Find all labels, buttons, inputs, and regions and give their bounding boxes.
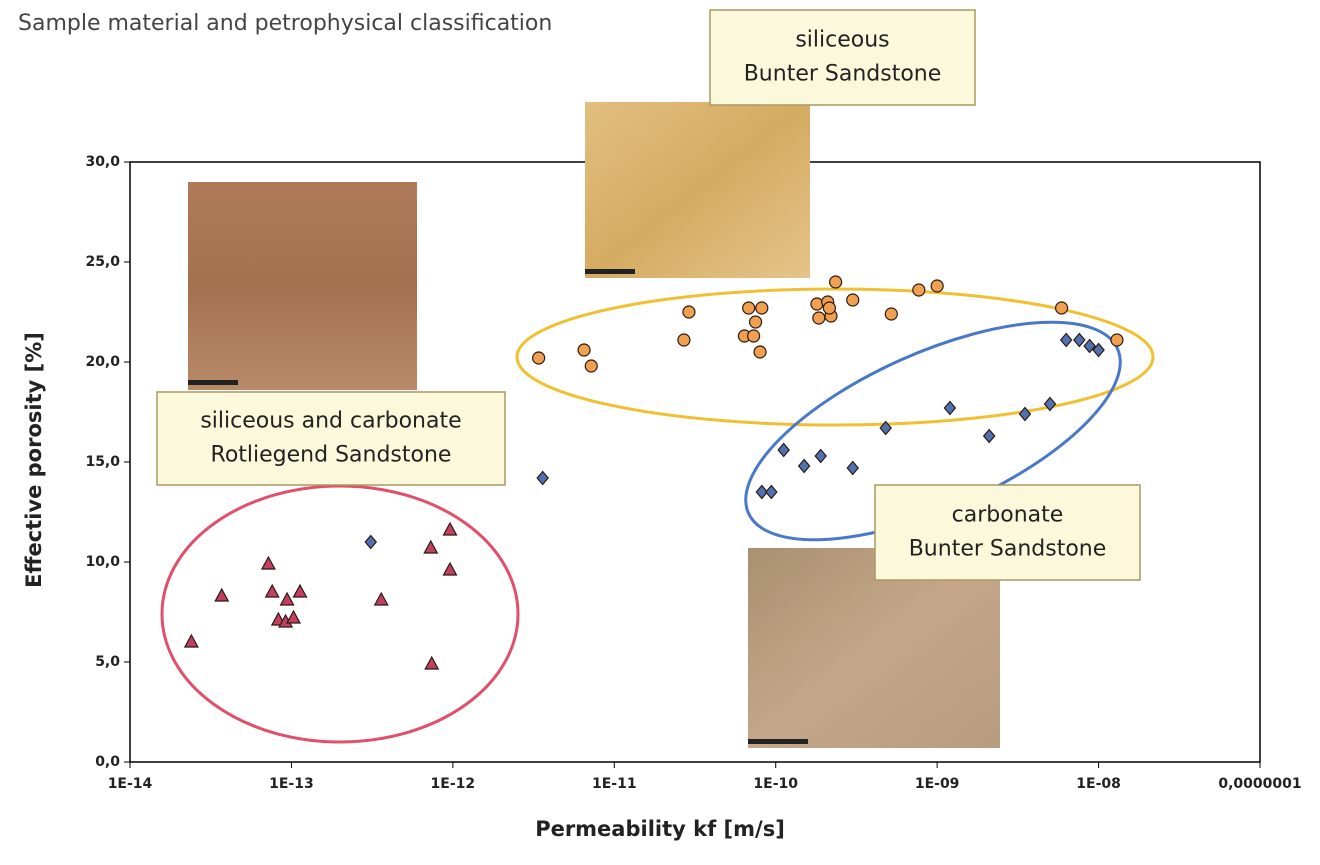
data-point [1043,396,1057,412]
data-point [279,591,295,606]
x-tick-label: 0,0000001 [1218,776,1301,792]
y-tick-label: 5,0 [95,654,120,670]
x-tick-label: 1E-09 [915,776,960,792]
x-tick-label: 1E-13 [269,776,314,792]
y-tick-label: 20,0 [85,354,120,370]
data-point [879,420,892,436]
data-point [264,583,280,598]
x-tick-label: 1E-08 [1076,776,1121,792]
y-tick-label: 30,0 [85,154,120,170]
data-point [442,561,458,576]
data-point [577,343,591,357]
rock-photo [748,548,1000,748]
data-point [677,333,691,347]
data-point [1083,338,1096,354]
data-point [810,297,824,311]
y-axis-title: Effective porosity [%] [22,332,46,588]
data-point [1073,332,1086,348]
data-point [930,279,944,293]
data-point [982,428,996,444]
scale-bar [585,269,635,274]
y-tick-label: 25,0 [85,254,120,270]
annotation-box [156,391,506,486]
data-point [912,283,926,297]
data-point [797,458,811,474]
data-point [747,329,761,343]
data-point [1092,342,1105,358]
x-tick-label: 1E-10 [753,776,798,792]
data-point [1018,406,1032,422]
data-point [183,633,199,648]
data-point [814,448,827,464]
data-point [812,311,826,325]
data-point [285,609,302,624]
annotation-box [709,9,976,106]
data-point [846,293,860,307]
rock-photo [188,182,417,390]
data-point [753,345,767,359]
annotation-text: siliceous and carbonate [200,409,461,434]
annotation-text: Bunter Sandstone [909,537,1107,562]
data-point [682,305,696,319]
data-point [846,460,860,476]
group-outline [515,287,1155,427]
y-tick-label: 10,0 [85,554,120,570]
data-point [364,534,378,550]
scale-bar [188,380,238,385]
rock-photo [585,102,810,278]
x-tick-label: 1E-14 [108,776,153,792]
data-point [292,583,308,598]
annotation-box [874,484,1141,581]
data-point [1054,301,1069,315]
data-point [536,470,549,486]
x-tick-label: 1E-11 [592,776,637,792]
chart-title: Sample material and petrophysical classi… [18,11,552,36]
data-point [943,400,957,416]
data-point [442,521,458,536]
data-point [777,442,790,458]
group-outline [160,484,520,744]
x-axis-title: Permeability kf [m/s] [535,817,785,841]
data-point [260,555,276,570]
data-point [742,301,756,315]
annotation-text: Rotliegend Sandstone [211,443,452,468]
data-point [822,301,836,315]
data-point [214,587,230,602]
data-point [755,484,769,500]
data-point [532,351,546,365]
data-point [1059,332,1073,348]
annotation-text: carbonate [952,503,1064,528]
data-point [424,655,440,670]
data-point [584,359,598,373]
annotation-text: siliceous [795,28,889,53]
y-tick-label: 15,0 [85,454,120,470]
y-tick-label: 0,0 [95,754,120,770]
data-point [373,591,389,606]
data-point [884,307,898,321]
data-point [748,315,763,329]
annotation-text: Bunter Sandstone [744,62,942,87]
data-point [765,484,778,500]
scale-bar [748,739,808,744]
data-point [423,539,439,554]
data-point [755,301,769,315]
data-point [1110,333,1124,347]
data-point [829,275,843,289]
x-tick-label: 1E-12 [431,776,476,792]
